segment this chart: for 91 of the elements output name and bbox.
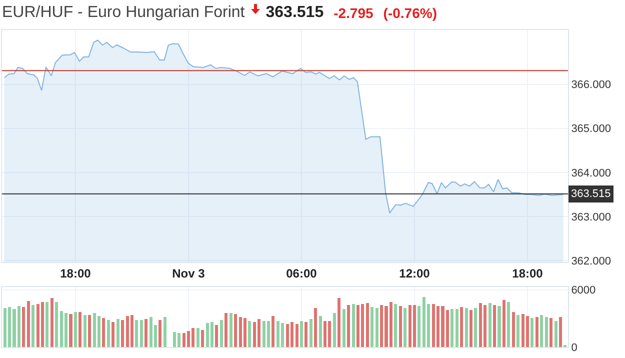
- chart-title: EUR/HUF - Euro Hungarian Forint: [2, 4, 245, 22]
- y-tick-label: 364.000: [571, 167, 611, 180]
- bar: [220, 320, 223, 347]
- bar: [40, 302, 44, 347]
- bar: [366, 302, 369, 347]
- bar: [158, 320, 162, 347]
- x-tick-label: 12:00: [399, 266, 430, 280]
- bar: [135, 320, 138, 347]
- bar: [488, 302, 492, 347]
- bar: [544, 316, 548, 347]
- bar: [558, 316, 562, 347]
- bar: [450, 308, 454, 347]
- text: -2.795: [334, 5, 374, 21]
- bar: [163, 316, 166, 347]
- bar: [464, 308, 468, 347]
- bar: [102, 318, 106, 347]
- text: (-0.76%): [383, 5, 437, 21]
- y-tick-label: 6000: [571, 284, 596, 297]
- y-tick-label: 0: [571, 342, 578, 354]
- bar: [112, 322, 115, 347]
- bar: [342, 308, 346, 347]
- bar: [309, 318, 312, 347]
- bar: [502, 300, 506, 347]
- bar: [418, 306, 421, 347]
- bar: [69, 314, 72, 347]
- bar: [507, 302, 510, 347]
- bar: [106, 320, 110, 347]
- bar: [46, 302, 49, 347]
- text: 363.515: [266, 4, 324, 22]
- bar: [272, 316, 275, 347]
- bar: [201, 330, 204, 347]
- bar: [116, 318, 120, 347]
- bar: [370, 306, 374, 347]
- bar: [338, 298, 341, 347]
- y-tick-label: 365.000: [571, 123, 611, 136]
- bar: [144, 318, 148, 347]
- bar: [83, 314, 86, 347]
- bar: [295, 324, 298, 347]
- bar: [469, 310, 473, 347]
- bar: [394, 304, 398, 347]
- bar: [550, 318, 553, 347]
- bar: [234, 314, 238, 347]
- bar: [332, 312, 336, 347]
- y-tick-label: 363.000: [571, 211, 611, 224]
- x-tick-label: 18:00: [60, 266, 92, 280]
- bar: [455, 308, 458, 347]
- bar: [512, 312, 515, 347]
- bar: [516, 314, 520, 347]
- bar: [50, 298, 54, 347]
- bar: [26, 300, 30, 347]
- bar: [493, 304, 496, 347]
- bar: [398, 306, 402, 347]
- bar: [74, 312, 77, 347]
- bar: [324, 320, 327, 347]
- bar: [224, 312, 228, 347]
- bar: [55, 302, 58, 347]
- bar: [498, 306, 501, 347]
- bar: [196, 328, 200, 347]
- bar: [352, 304, 355, 347]
- bar: [32, 304, 35, 347]
- bar: [130, 314, 134, 347]
- bar: [121, 320, 124, 347]
- bar: [88, 314, 92, 347]
- bar: [530, 318, 534, 347]
- bar: [540, 314, 544, 347]
- bar: [243, 318, 246, 347]
- ref-line-label: 363.515: [571, 188, 611, 200]
- x-tick-label: 18:00: [512, 266, 544, 280]
- bar: [535, 316, 538, 347]
- bar: [78, 312, 82, 347]
- bar: [229, 312, 232, 347]
- y-tick-label: 366.000: [571, 79, 611, 92]
- bar: [314, 308, 318, 347]
- bar: [97, 316, 101, 347]
- bar: [347, 304, 350, 347]
- bar: [474, 308, 478, 347]
- bar: [300, 320, 303, 347]
- x-tick-label: 06:00: [286, 266, 318, 280]
- y-tick-label: 362.000: [571, 256, 611, 268]
- bar: [215, 324, 218, 347]
- bar: [304, 322, 308, 347]
- x-tick-label: Nov 3: [172, 266, 206, 280]
- bar: [375, 308, 378, 347]
- bar: [318, 316, 322, 347]
- bar: [460, 306, 464, 347]
- bar: [412, 304, 416, 347]
- bar: [22, 307, 26, 347]
- bar: [140, 320, 143, 347]
- bar: [404, 308, 407, 347]
- bar: [554, 320, 558, 347]
- bar: [248, 320, 252, 347]
